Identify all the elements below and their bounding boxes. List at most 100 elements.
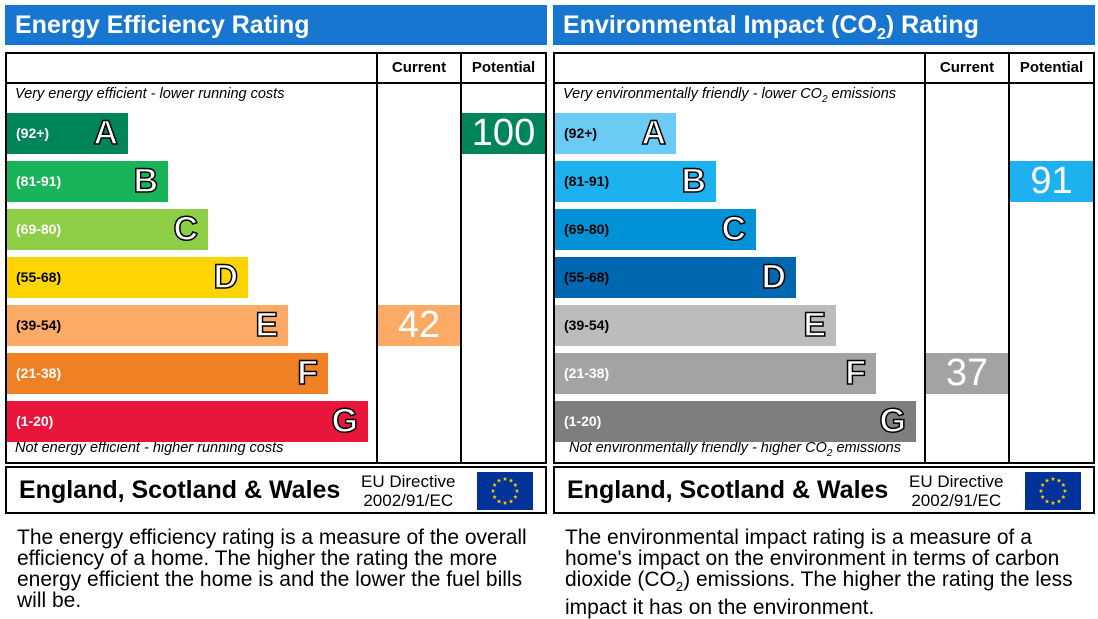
band-range-label: (69-80) xyxy=(16,221,62,237)
band-letter: A xyxy=(641,113,667,153)
band-g: (1-20) G xyxy=(7,401,368,442)
band-range-label: (39-54) xyxy=(16,317,62,333)
band-e: (39-54) E xyxy=(7,305,288,346)
eu-star xyxy=(1040,482,1045,487)
eu-star xyxy=(502,476,508,481)
band-range-label: (1-20) xyxy=(564,413,602,429)
band-letter: G xyxy=(331,401,359,441)
eu-star xyxy=(1056,478,1062,483)
eu-star xyxy=(492,482,497,487)
eu-star xyxy=(502,500,508,505)
current-score: 42 xyxy=(378,305,460,346)
band-range-label: (55-68) xyxy=(564,269,610,285)
column-divider xyxy=(1008,54,1010,462)
energy-efficiency-chart: Current Potential Very energy efficient … xyxy=(5,52,547,464)
eu-star xyxy=(1062,488,1068,493)
directive-line2: 2002/91/EC xyxy=(911,491,1002,510)
band-letter: C xyxy=(721,209,747,249)
band-c: (69-80) C xyxy=(7,209,208,250)
band-range-label: (55-68) xyxy=(16,269,62,285)
band-letter: G xyxy=(879,401,907,441)
eu-star xyxy=(1050,500,1056,505)
band-letter: A xyxy=(93,113,119,153)
band-range-label: (21-38) xyxy=(16,365,62,381)
environmental-impact-chart: Current Potential Very environmentally f… xyxy=(553,52,1095,464)
potential-score: 100 xyxy=(462,113,545,154)
column-divider xyxy=(460,54,462,462)
column-divider xyxy=(376,54,378,462)
band-letter: B xyxy=(133,161,159,201)
bottom-caption: Not energy efficient - higher running co… xyxy=(15,440,284,456)
region-label: England, Scotland & Wales xyxy=(567,476,889,504)
band-range-label: (92+) xyxy=(16,125,50,141)
potential-column-header: Potential xyxy=(1019,59,1084,76)
efficiency-description: The energy efficiency rating is a measur… xyxy=(17,526,527,612)
band-range-label: (81-91) xyxy=(564,173,610,189)
current-score: 37 xyxy=(926,353,1008,394)
band-letter: C xyxy=(173,209,199,249)
energy-efficiency-panel: Energy Efficiency Rating Current Potenti… xyxy=(5,5,547,611)
band-a: (92+) A xyxy=(555,113,676,154)
eu-directive: EU Directive 2002/91/EC xyxy=(361,472,455,510)
eu-flag-icon xyxy=(477,472,533,510)
eu-flag-icon xyxy=(1025,472,1081,510)
band-e: (39-54) E xyxy=(555,305,836,346)
band-a: (92+) A xyxy=(7,113,128,154)
eu-star xyxy=(1038,488,1044,493)
band-letter: B xyxy=(681,161,707,201)
eu-star xyxy=(1044,498,1050,504)
bottom-caption: Not environmentally friendly - higher CO… xyxy=(569,440,901,459)
top-caption: Very environmentally friendly - lower CO… xyxy=(563,86,897,105)
band-letter: F xyxy=(844,353,866,393)
band-b: (81-91) B xyxy=(7,161,168,202)
eu-star xyxy=(508,478,514,483)
environmental-impact-title: Environmental Impact (CO2) Rating xyxy=(563,11,979,43)
band-range-label: (92+) xyxy=(564,125,598,141)
band-b: (81-91) B xyxy=(555,161,716,202)
eu-star xyxy=(496,498,502,504)
energy-efficiency-title: Energy Efficiency Rating xyxy=(15,11,310,39)
current-column-header: Current xyxy=(939,59,995,76)
band-f: (21-38) F xyxy=(555,353,876,394)
potential-column-header: Potential xyxy=(471,59,536,76)
band-d: (55-68) D xyxy=(555,257,796,298)
environmental-impact-header: Environmental Impact (CO2) Rating xyxy=(553,5,1095,45)
directive-line1: EU Directive xyxy=(361,472,456,491)
eu-star xyxy=(508,498,514,504)
band-d: (55-68) D xyxy=(7,257,248,298)
band-letter: E xyxy=(803,305,827,345)
eu-star xyxy=(1040,494,1045,499)
band-f: (21-38) F xyxy=(7,353,328,394)
potential-score: 91 xyxy=(1010,161,1093,202)
directive-line1: EU Directive xyxy=(909,472,1004,491)
energy-efficiency-header: Energy Efficiency Rating xyxy=(5,5,547,45)
eu-star xyxy=(496,478,502,483)
directive-line2: 2002/91/EC xyxy=(363,491,454,510)
band-letter: F xyxy=(296,353,318,393)
band-letter: D xyxy=(761,257,787,297)
eu-star xyxy=(1056,498,1062,504)
band-range-label: (21-38) xyxy=(564,365,610,381)
header-divider xyxy=(555,82,1093,84)
band-letter: D xyxy=(213,257,239,297)
eu-star xyxy=(513,482,518,487)
band-range-label: (69-80) xyxy=(564,221,610,237)
eu-star xyxy=(1050,476,1056,481)
current-column-header: Current xyxy=(391,59,447,76)
band-letter: E xyxy=(255,305,279,345)
environmental-impact-panel: Environmental Impact (CO2) Rating Curren… xyxy=(553,5,1095,618)
environmental-description: The environmental impact rating is a mea… xyxy=(565,526,1073,619)
eu-star xyxy=(1061,482,1066,487)
eu-star xyxy=(492,494,497,499)
eu-directive: EU Directive 2002/91/EC xyxy=(909,472,1003,510)
band-g: (1-20) G xyxy=(555,401,916,442)
band-range-label: (1-20) xyxy=(16,413,54,429)
region-label: England, Scotland & Wales xyxy=(19,476,341,504)
top-caption: Very energy efficient - lower running co… xyxy=(15,86,285,102)
column-divider xyxy=(924,54,926,462)
eu-star xyxy=(1061,494,1066,499)
eu-star xyxy=(490,488,496,493)
eu-star xyxy=(1044,478,1050,483)
header-divider xyxy=(7,82,545,84)
eu-star xyxy=(514,488,520,493)
